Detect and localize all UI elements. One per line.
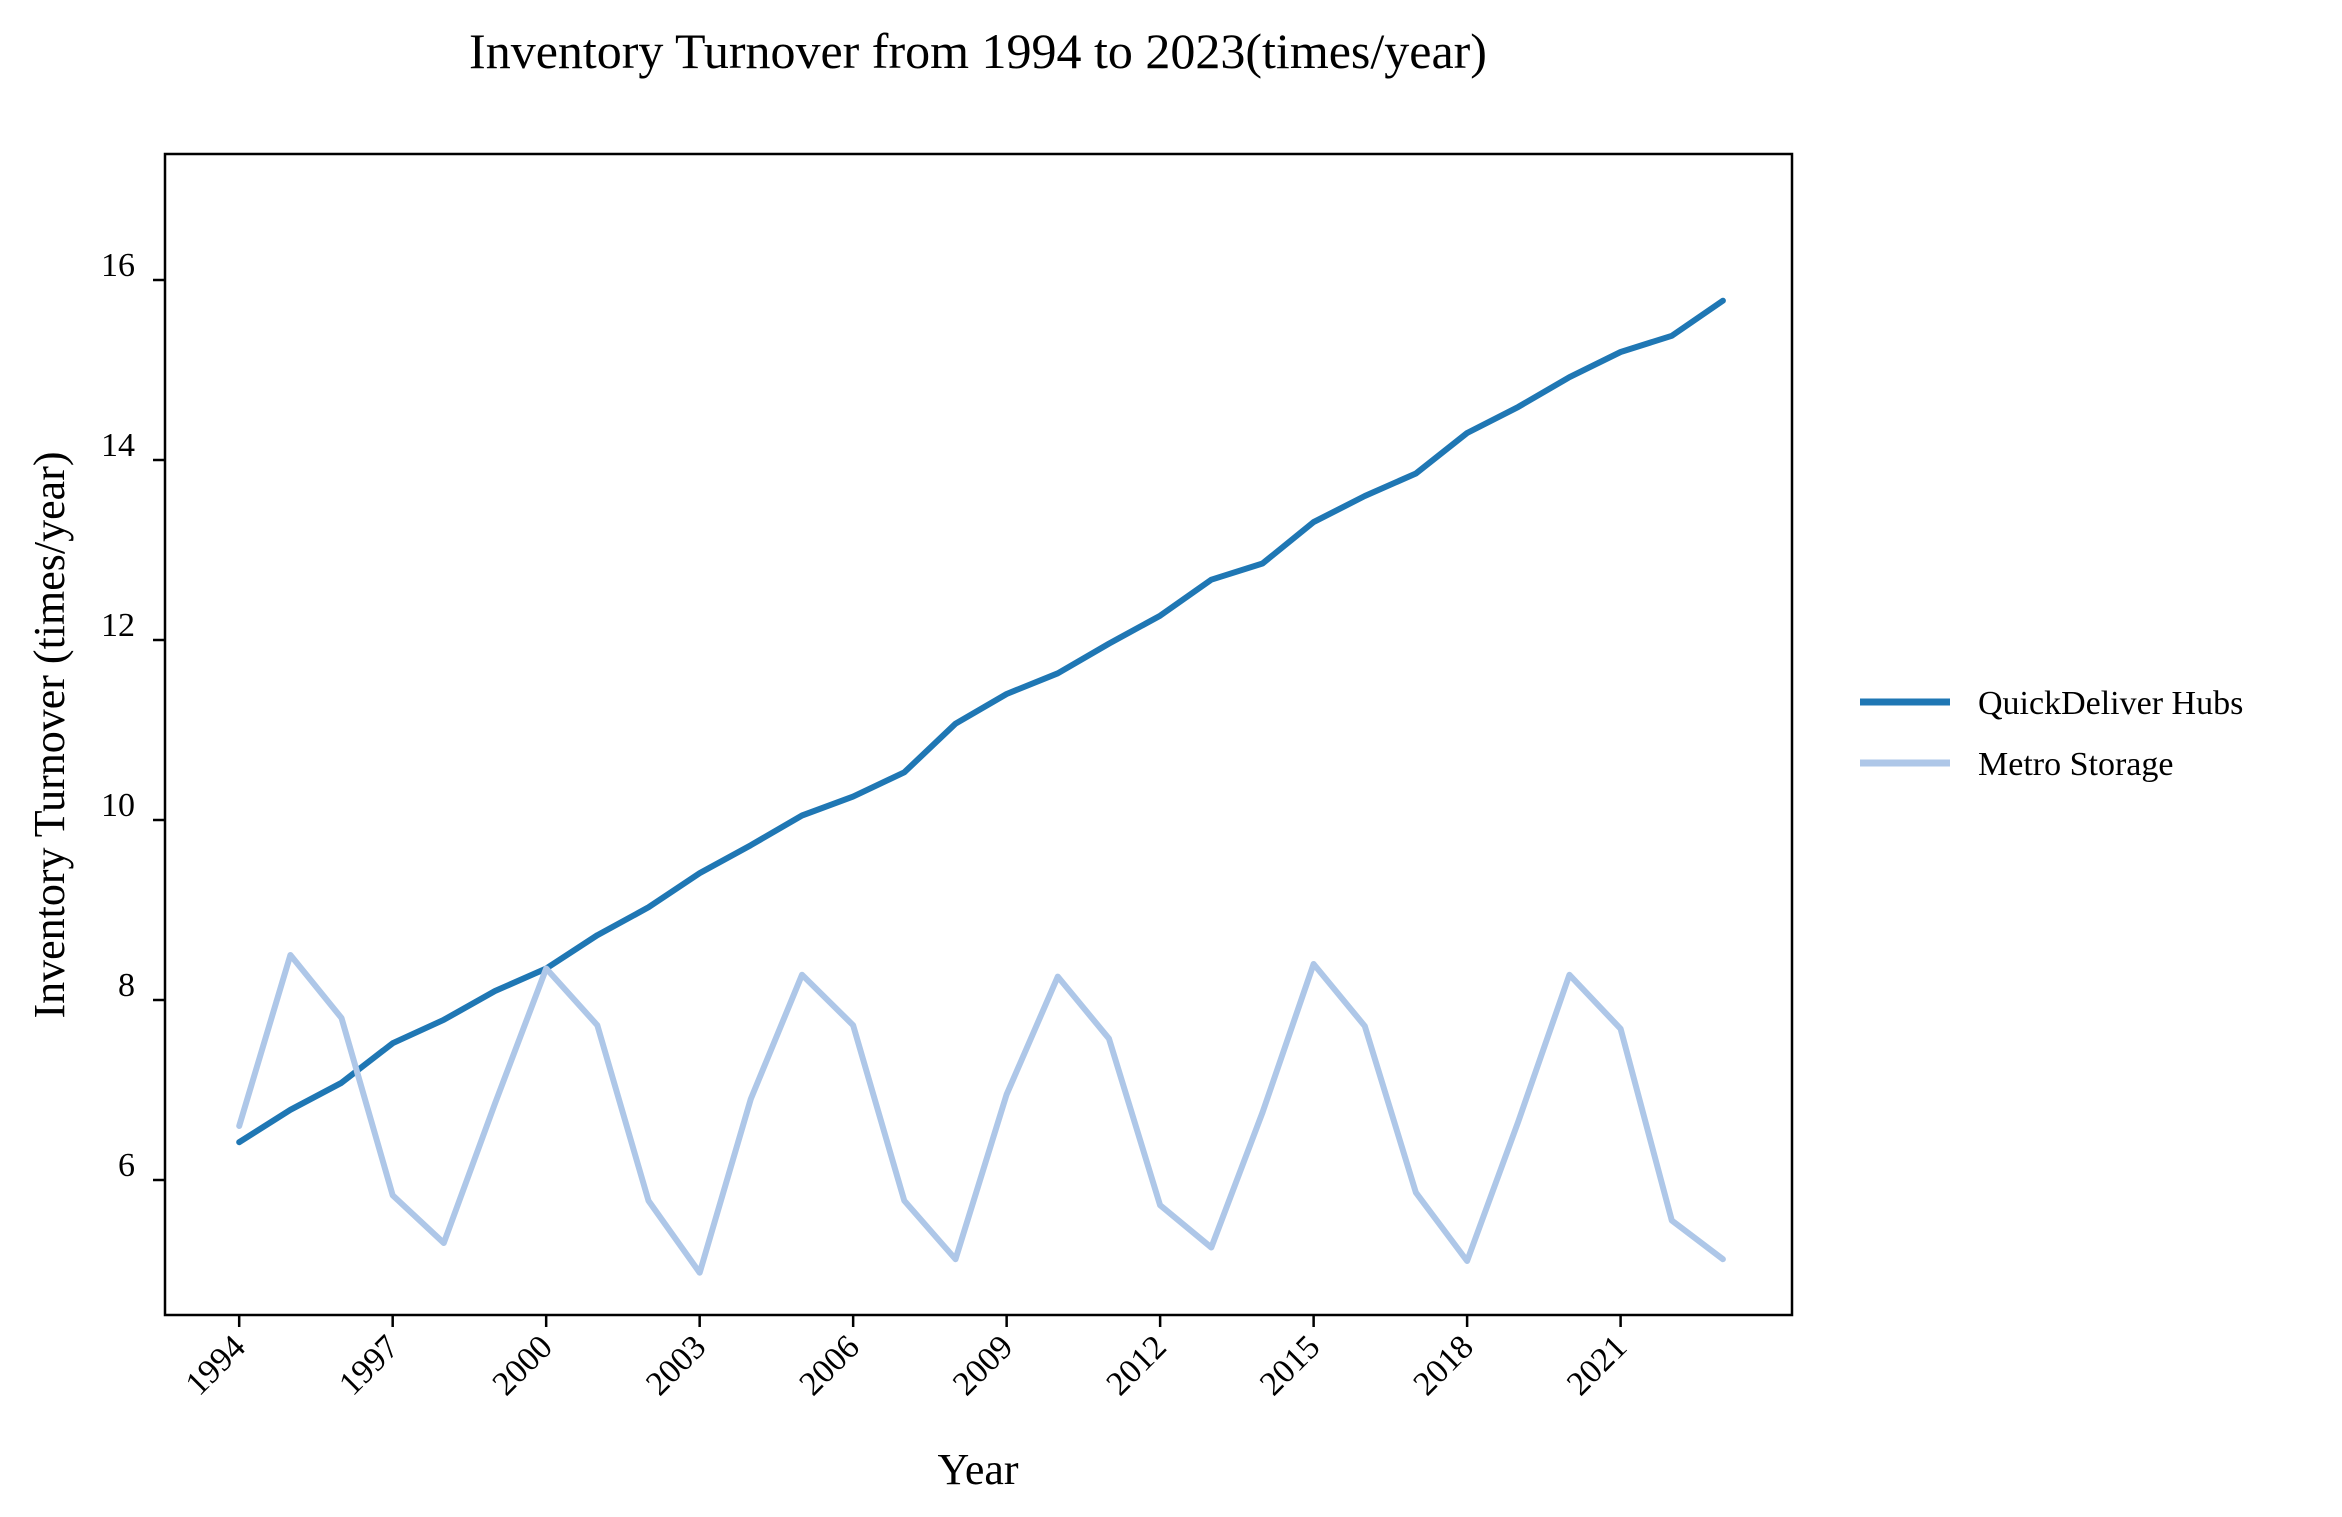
x-tick-label: 2021: [1560, 1328, 1634, 1402]
y-tick-label: 16: [101, 247, 135, 284]
x-tick-label: 2006: [793, 1328, 867, 1402]
y-axis-label: Inventory Turnover (times/year): [25, 452, 74, 1019]
y-axis-ticks: 6 8 10 12 14 16: [101, 247, 165, 1184]
x-tick-label: 1994: [179, 1328, 253, 1402]
x-tick-label: 2012: [1100, 1328, 1174, 1402]
x-axis-ticks: 1994 1997 2000 2003 2006 2009 2012 2015 2018 2021: [179, 1315, 1634, 1403]
x-tick-label: 2000: [486, 1328, 560, 1402]
legend-label-1: QuickDeliver Hubs: [1978, 685, 2243, 722]
x-tick-label: 2018: [1407, 1328, 1481, 1402]
y-tick-label: 8: [118, 967, 135, 1004]
plot-frame: [163, 152, 1794, 1317]
x-tick-label: 2015: [1253, 1328, 1327, 1402]
y-tick-label: 6: [118, 1147, 135, 1184]
series-line-2: [236, 952, 1726, 1276]
x-tick-label: 2003: [639, 1328, 713, 1402]
y-tick-label: 10: [101, 787, 135, 824]
y-tick-label: 14: [101, 427, 135, 464]
legend: QuickDeliver Hubs Metro Storage: [1860, 685, 2243, 783]
legend-label-2: Metro Storage: [1978, 746, 2173, 783]
series-line-1: [236, 297, 1726, 1146]
plot-lines: [236, 297, 1726, 1276]
x-tick-label: 2009: [946, 1328, 1020, 1402]
chart-title: Inventory Turnover from 1994 to 2023(tim…: [469, 23, 1487, 79]
x-tick-label: 1997: [332, 1328, 406, 1402]
y-tick-label: 12: [101, 607, 135, 644]
x-axis-label: Year: [937, 1445, 1018, 1494]
